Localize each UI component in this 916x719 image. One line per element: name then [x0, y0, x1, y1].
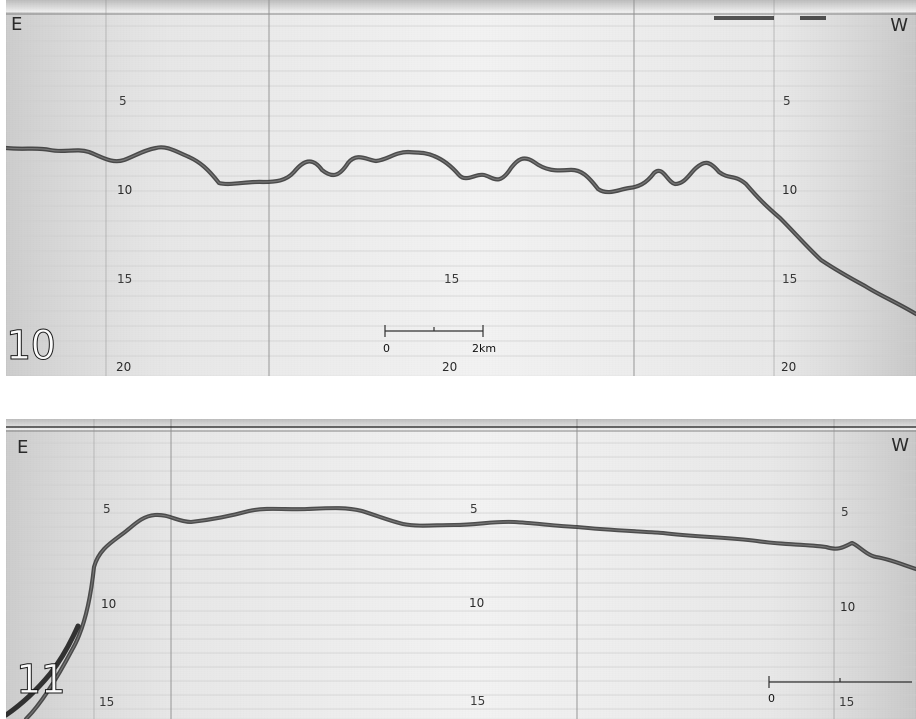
figure-11-panel: E W 5 10 15 5 10 15 5 10 15 0 11 — [6, 419, 916, 719]
figure-11-graphic — [6, 419, 916, 719]
figure-10-panel: E W 5 10 15 20 15 20 5 10 15 20 0 2km 10 — [6, 0, 916, 376]
figure-10-graphic — [6, 0, 916, 376]
